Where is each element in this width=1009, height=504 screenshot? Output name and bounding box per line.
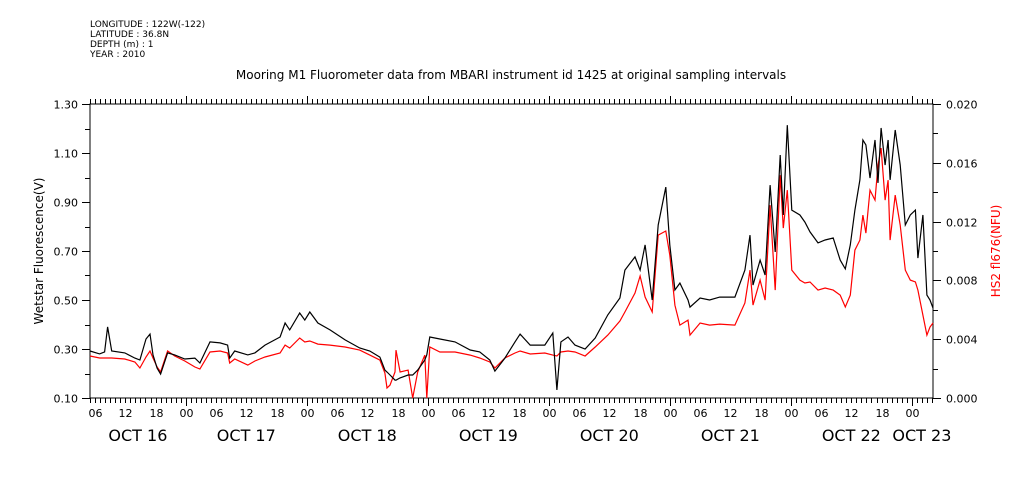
depth-text: DEPTH (m) : 1 (90, 40, 154, 50)
y2-tick-label: 0.020 (946, 99, 978, 112)
x-hour-tick-label: 12 (240, 407, 254, 420)
hs2-fl676-line (89, 147, 934, 399)
latitude-text: LATITUDE : 36.8N (90, 30, 170, 40)
x-hour-tick-label: 06 (331, 407, 345, 420)
y-tick-label: 0.50 (54, 295, 79, 308)
y-axis-label: Wetstar Fluorescence(V) (32, 178, 46, 325)
x-hour-tick-label: 18 (513, 407, 527, 420)
y-tick-label: 0.10 (54, 393, 79, 406)
x-hour-tick-label: 06 (694, 407, 708, 420)
y-tick-label: 1.30 (54, 99, 79, 112)
y-tick-label: 1.10 (54, 148, 79, 161)
y-tick-label: 0.30 (54, 344, 79, 357)
x-hour-tick-label: 12 (482, 407, 496, 420)
x-hour-tick-label: 06 (815, 407, 829, 420)
x-hour-tick-label: 18 (755, 407, 769, 420)
x-day-label: OCT 18 (338, 426, 397, 445)
x-hour-tick-label: 06 (452, 407, 466, 420)
x-hour-tick-label: 12 (119, 407, 133, 420)
x-hour-tick-label: 18 (634, 407, 648, 420)
x-day-label: OCT 22 (822, 426, 881, 445)
y-tick-label: 0.90 (54, 197, 79, 210)
x-hour-tick-label: 00 (422, 407, 436, 420)
x-hour-tick-label: 00 (180, 407, 194, 420)
x-hour-tick-label: 12 (603, 407, 617, 420)
x-hour-tick-label: 18 (876, 407, 890, 420)
y2-tick-label: 0.000 (946, 393, 978, 406)
wetstar-fluorescence-line (89, 125, 934, 390)
year-text: YEAR : 2010 (90, 50, 146, 60)
longitude-text: LONGITUDE : 122W(-122) (90, 20, 206, 30)
y2-tick-label: 0.004 (946, 334, 978, 347)
x-hour-tick-label: 06 (210, 407, 224, 420)
x-hour-tick-label: 06 (573, 407, 587, 420)
x-day-label: OCT 21 (701, 426, 760, 445)
x-hour-tick-label: 12 (724, 407, 738, 420)
x-hour-tick-label: 00 (301, 407, 315, 420)
x-hour-tick-label: 18 (392, 407, 406, 420)
x-day-label: OCT 19 (459, 426, 518, 445)
x-day-label: OCT 23 (892, 426, 951, 445)
x-hour-tick-label: 12 (361, 407, 375, 420)
chart-title: Mooring M1 Fluorometer data from MBARI i… (235, 68, 787, 82)
y2-axis-label: HS2 fl676(NFU) (989, 205, 1003, 298)
y2-tick-label: 0.012 (946, 217, 978, 230)
x-hour-tick-label: 12 (845, 407, 859, 420)
x-day-label: OCT 17 (217, 426, 276, 445)
x-day-label: OCT 20 (580, 426, 639, 445)
plot-frame (89, 103, 934, 399)
x-hour-tick-label: 18 (150, 407, 164, 420)
x-hour-tick-label: 00 (543, 407, 557, 420)
y-tick-label: 0.70 (54, 246, 79, 259)
y2-tick-label: 0.008 (946, 275, 978, 288)
x-hour-tick-label: 00 (785, 407, 799, 420)
x-hour-tick-label: 06 (89, 407, 103, 420)
x-hour-tick-label: 00 (906, 407, 920, 420)
x-hour-tick-label: 18 (271, 407, 285, 420)
x-day-label: OCT 16 (108, 426, 167, 445)
y2-tick-label: 0.016 (946, 158, 978, 171)
mooring-info: LONGITUDE : 122W(-122) LATITUDE : 36.8N … (90, 20, 205, 60)
x-hour-tick-label: 00 (664, 407, 678, 420)
